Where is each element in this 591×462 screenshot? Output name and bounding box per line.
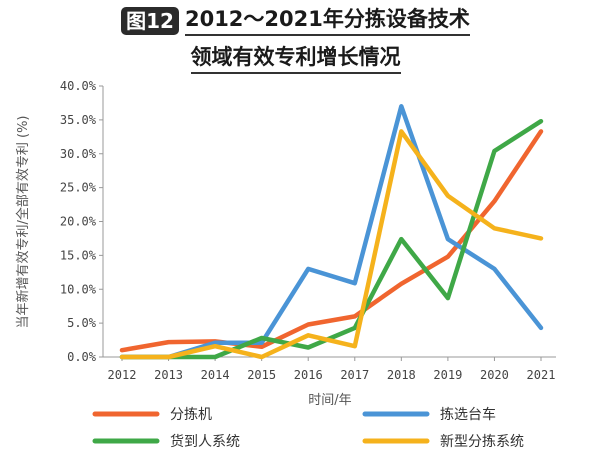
y-tick-label: 0.0%	[67, 350, 97, 364]
figure-number-badge: 图12	[121, 7, 179, 35]
figure-title-line1: 图12 2012～2021年分拣设备技术	[0, 4, 591, 38]
y-tick-label: 35.0%	[60, 113, 97, 127]
x-tick-label: 2019	[433, 368, 462, 382]
x-tick-label: 2021	[527, 368, 556, 382]
y-tick-label: 25.0%	[60, 181, 97, 195]
y-tick-label: 10.0%	[60, 282, 97, 296]
legend-label-1: 分拣机	[170, 407, 212, 423]
y-tick-label: 15.0%	[60, 248, 97, 262]
x-tick-label: 2018	[387, 368, 416, 382]
x-tick-label: 2017	[340, 368, 369, 382]
figure-title: 2012～2021年分拣设备技术	[184, 6, 470, 36]
y-tick-label: 20.0%	[60, 215, 97, 229]
legend-label-4: 新型分拣系统	[440, 434, 524, 450]
y-tick-label: 5.0%	[67, 316, 97, 330]
legend-label-3: 货到人系统	[170, 433, 240, 450]
legend-label-2: 拣选台车	[440, 406, 496, 423]
x-tick-label: 2012	[108, 368, 137, 382]
figure-title-line2: 领域有效专利增长情况	[0, 44, 591, 74]
y-tick-label: 30.0%	[60, 147, 97, 161]
x-tick-label: 2016	[294, 368, 323, 382]
series-line-1	[119, 129, 544, 353]
x-tick-label: 2013	[154, 368, 183, 382]
x-axis-label: 时间/年	[308, 393, 351, 408]
x-tick-label: 2020	[480, 368, 509, 382]
x-tick-label: 2015	[247, 368, 276, 382]
y-axis-label: 当年新增有效专利/全部有效专利 (%)	[15, 115, 31, 328]
figure-subtitle: 领域有效专利增长情况	[190, 44, 401, 74]
series-line-4	[119, 129, 544, 360]
series-line-3	[119, 118, 544, 360]
y-tick-label: 40.0%	[60, 79, 97, 93]
x-tick-label: 2014	[201, 368, 230, 382]
